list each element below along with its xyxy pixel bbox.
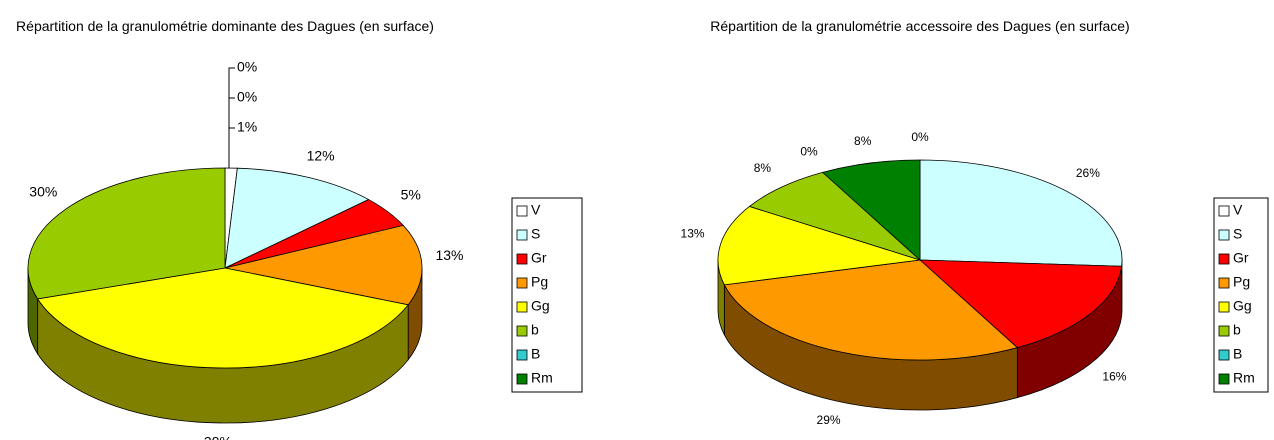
pie-slice xyxy=(821,159,921,261)
data-label: 30% xyxy=(29,184,57,200)
legend-swatch xyxy=(1218,301,1230,313)
data-label: 13% xyxy=(435,247,463,263)
legend-label: B xyxy=(1233,346,1242,362)
legend-label: Rm xyxy=(531,370,553,386)
data-label: 0% xyxy=(237,59,257,75)
pie-slice xyxy=(723,259,1019,361)
legend-label: V xyxy=(1233,202,1243,218)
data-label: 0% xyxy=(911,130,929,144)
legend-label: Gg xyxy=(531,298,550,314)
legend-label: Pg xyxy=(1233,274,1250,290)
data-label: 12% xyxy=(307,148,335,164)
legend-swatch xyxy=(516,205,528,217)
data-label: 39% xyxy=(204,434,232,440)
legend-label: b xyxy=(1233,322,1241,338)
legend-swatch xyxy=(1218,373,1230,385)
legend-swatch xyxy=(516,229,528,241)
legend-swatch xyxy=(1218,277,1230,289)
legend-swatch xyxy=(1218,205,1230,217)
legend-label: Pg xyxy=(531,274,548,290)
data-label: 13% xyxy=(681,226,705,240)
legend-box xyxy=(511,197,583,393)
data-label: 29% xyxy=(817,413,841,427)
legend-swatch xyxy=(1218,229,1230,241)
legend-swatch xyxy=(516,325,528,337)
data-label: 1% xyxy=(237,119,257,135)
legend-swatch xyxy=(1218,253,1230,265)
data-label: 5% xyxy=(401,187,421,203)
legend-label: S xyxy=(1233,226,1242,242)
data-label: 16% xyxy=(1102,369,1126,383)
pie-slice xyxy=(224,167,370,269)
data-label: 8% xyxy=(854,134,872,148)
legend-swatch xyxy=(516,349,528,361)
chart-title: Répartition de la granulométrie accessoi… xyxy=(710,18,1130,34)
pie-slice xyxy=(27,167,226,300)
pie-slice xyxy=(748,171,921,261)
leader-line xyxy=(228,67,235,168)
data-label: 8% xyxy=(754,161,772,175)
leader-line xyxy=(228,97,235,168)
legend-swatch xyxy=(516,277,528,289)
pie-slice xyxy=(918,259,1123,349)
legend-label: V xyxy=(531,202,541,218)
pie-slice xyxy=(224,224,423,306)
legend-swatch xyxy=(516,253,528,265)
pie-slice xyxy=(36,267,409,369)
legend-label: b xyxy=(531,322,539,338)
legend-swatch xyxy=(516,301,528,313)
leader-line xyxy=(228,127,235,168)
data-label: 26% xyxy=(1076,166,1100,180)
legend-label: Gg xyxy=(1233,298,1252,314)
legend-label: B xyxy=(531,346,540,362)
data-label: 0% xyxy=(237,89,257,105)
chart-title: Répartition de la granulométrie dominant… xyxy=(16,18,434,34)
legend-label: Gr xyxy=(531,250,547,266)
legend-swatch xyxy=(1218,325,1230,337)
legend-label: S xyxy=(531,226,540,242)
legend-label: Gr xyxy=(1233,250,1249,266)
legend-swatch xyxy=(516,373,528,385)
data-label: 0% xyxy=(800,144,818,158)
legend-swatch xyxy=(1218,349,1230,361)
legend-label: Rm xyxy=(1233,370,1255,386)
pie-slice xyxy=(717,205,921,286)
pie-slice xyxy=(919,159,1123,267)
